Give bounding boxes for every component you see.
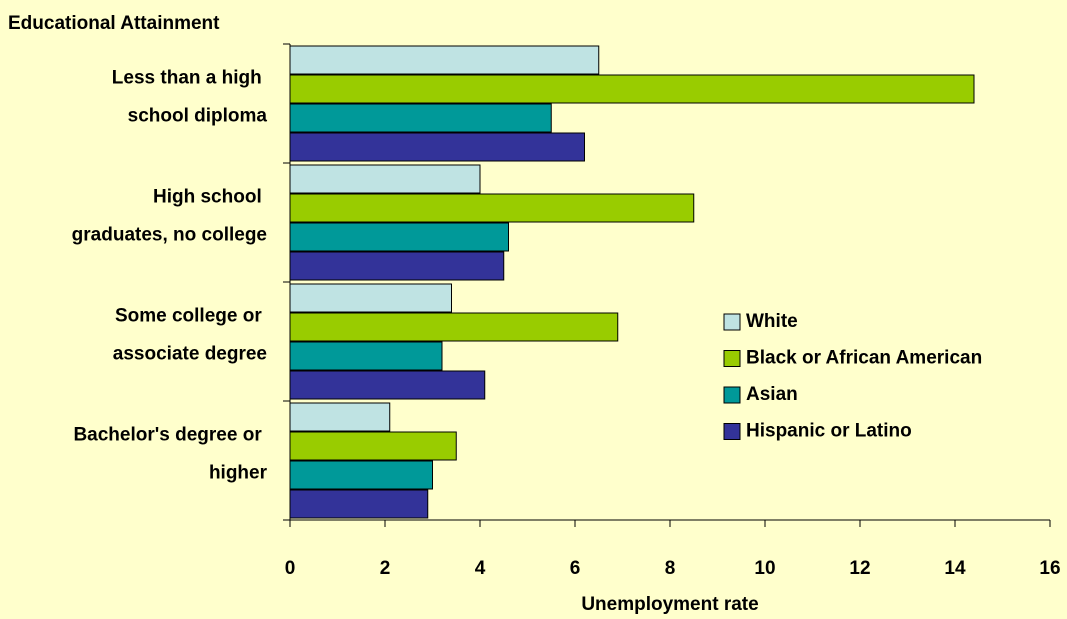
legend-swatch [723, 313, 741, 331]
x-axis-title: Unemployment rate [581, 594, 758, 615]
bar [289, 251, 505, 281]
y-tick-label: Bachelor's degree or higher [73, 425, 267, 484]
legend-label: Asian [746, 384, 798, 405]
bar [289, 132, 585, 162]
legend-label: Hispanic or Latino [746, 421, 912, 442]
bar [289, 164, 481, 194]
x-tick-label: 2 [380, 558, 391, 579]
y-tick-label: Less than a high school diploma [112, 68, 268, 127]
x-tick-label: 14 [944, 558, 966, 579]
y-tick-label: High school graduates, no college [72, 187, 267, 246]
bar [289, 341, 443, 371]
bar [289, 489, 429, 519]
x-tick-label: 0 [285, 558, 296, 579]
x-tick-label: 12 [849, 558, 870, 579]
bar [289, 45, 600, 75]
bar [289, 103, 552, 133]
x-tick-label: 6 [570, 558, 581, 579]
bar [289, 460, 433, 490]
bar [289, 370, 486, 400]
bar [289, 193, 695, 223]
legend-swatch [723, 423, 741, 440]
legend-label: White [746, 311, 798, 332]
bar [289, 283, 452, 313]
y-axis-title: Educational Attainment [8, 13, 220, 34]
x-tick-label: 16 [1039, 558, 1060, 579]
bar [289, 222, 509, 252]
y-tick-label: Some college or associate degree [113, 306, 267, 365]
bar [289, 74, 975, 104]
legend-swatch [723, 350, 741, 367]
x-tick-label: 10 [754, 558, 775, 579]
x-tick-label: 8 [665, 558, 676, 579]
bar [289, 312, 619, 342]
x-tick-label: 4 [475, 558, 486, 579]
legend-swatch [723, 386, 741, 404]
bar [289, 431, 457, 461]
bar [289, 402, 391, 432]
legend-label: Black or African American [746, 348, 982, 369]
